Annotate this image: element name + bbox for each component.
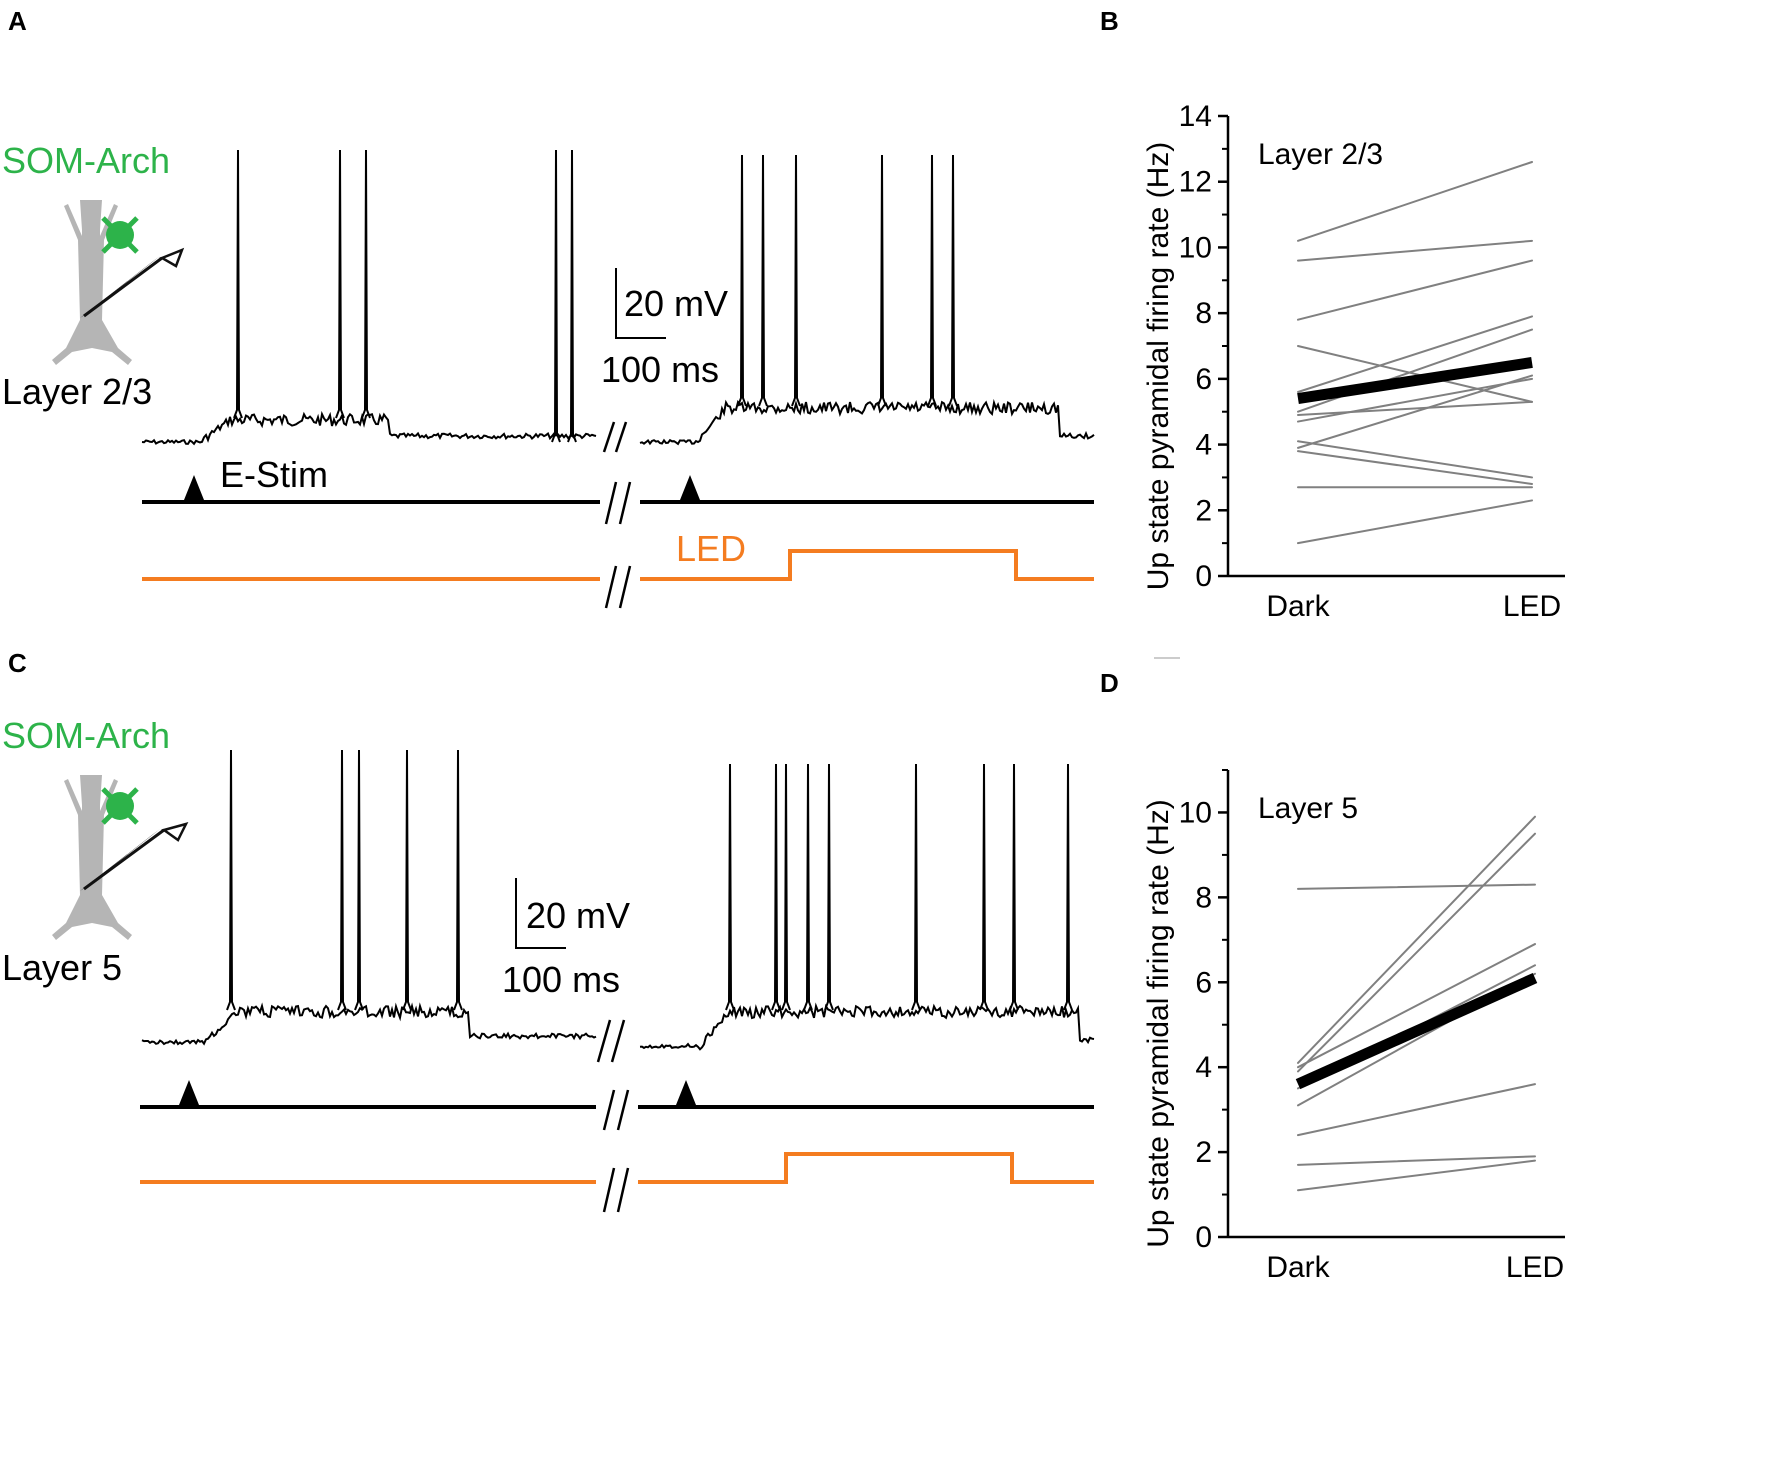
panel-a: A SOM-Arch Layer 2/3 20 mV 100 ms [2, 6, 1095, 609]
x-category-label: LED [1506, 1251, 1564, 1284]
cell-series-line [1297, 374, 1533, 449]
y-tick-label: 14 [1179, 100, 1212, 133]
voltage-trace-dark-a [141, 149, 597, 446]
recording-electrode-icon [80, 247, 185, 318]
cell-series-line [1297, 161, 1533, 242]
mean-series-line [1297, 356, 1533, 405]
som-interneuron-icon [103, 789, 137, 823]
cell-series-line [1297, 440, 1533, 479]
y-tick-label: 8 [1195, 881, 1212, 914]
y-axis-label: Up state pyramidal firing rate (Hz) [1142, 799, 1175, 1247]
x-category-label: Dark [1266, 1251, 1330, 1284]
chart-title: Layer 2/3 [1258, 138, 1383, 171]
x-category-label: Dark [1266, 590, 1330, 623]
y-tick-label: 10 [1179, 231, 1212, 264]
y-tick-label: 4 [1195, 429, 1212, 462]
panel-c-letter: C [8, 648, 27, 678]
cell-series-line [1297, 832, 1536, 1073]
scale-time-c: 100 ms [502, 959, 620, 1000]
stim-line-c [140, 1080, 1094, 1109]
scale-time-a: 100 ms [601, 349, 719, 390]
cell-series-line [1297, 450, 1533, 485]
y-tick-label: 6 [1195, 966, 1212, 999]
panel-d-letter: D [1100, 668, 1119, 698]
cell-series-line [1297, 1155, 1536, 1166]
recording-electrode-icon [80, 822, 189, 891]
stim-marker [184, 475, 204, 500]
mean-series-line [1295, 973, 1538, 1090]
scale-bar-c: 20 mV 100 ms [502, 878, 630, 1000]
chart-title: Layer 5 [1258, 792, 1358, 825]
stim-marker [676, 1080, 696, 1105]
som-interneuron-icon [103, 218, 137, 252]
led-line-c [140, 1152, 1094, 1184]
stim-marker [680, 475, 700, 500]
scale-bar-a: 20 mV 100 ms [601, 268, 728, 390]
cell-series-line [1297, 345, 1533, 403]
construct-label-a: SOM-Arch [2, 140, 170, 181]
y-tick-label: 0 [1195, 560, 1212, 593]
led-line-a: LED [142, 528, 1094, 581]
cell-series-line [1297, 315, 1533, 393]
panel-a-letter: A [8, 6, 27, 36]
cell-series-line [1297, 377, 1533, 423]
layer-label-a: Layer 2/3 [2, 371, 152, 412]
y-axis-label: Up state pyramidal firing rate (Hz) [1142, 142, 1175, 590]
voltage-trace-dark-c [141, 749, 597, 1046]
stim-label: E-Stim [220, 454, 328, 495]
led-label: LED [676, 528, 746, 569]
scale-voltage-a: 20 mV [624, 283, 728, 324]
cell-series-line [1297, 815, 1536, 1064]
y-tick-label: 2 [1195, 494, 1212, 527]
voltage-trace-led-a [639, 154, 1095, 446]
x-category-label: LED [1503, 590, 1561, 623]
cell-series-line [1297, 499, 1533, 545]
cell-series-line [1297, 1083, 1536, 1137]
stim-marker [179, 1080, 199, 1105]
y-tick-label: 8 [1195, 297, 1212, 330]
construct-label-c: SOM-Arch [2, 715, 170, 756]
y-tick-label: 0 [1195, 1221, 1212, 1254]
cell-series-line [1297, 943, 1536, 1069]
cell-series-line [1297, 1159, 1536, 1192]
y-tick-label: 12 [1179, 166, 1212, 199]
cell-series-line [1297, 259, 1533, 321]
y-tick-label: 6 [1195, 363, 1212, 396]
cell-series-line [1297, 239, 1533, 262]
y-tick-label: 4 [1195, 1051, 1212, 1084]
voltage-trace-led-c [639, 763, 1095, 1051]
layer-label-c: Layer 5 [2, 947, 122, 988]
axis-break-c [596, 1019, 630, 1213]
cell-series-line [1297, 400, 1533, 416]
y-tick-label: 2 [1195, 1136, 1212, 1169]
panel-c: C SOM-Arch Layer 5 20 mV 100 ms [2, 648, 1095, 1213]
scale-voltage-c: 20 mV [526, 895, 630, 936]
y-tick-label: 10 [1179, 796, 1212, 829]
cell-series-line [1297, 883, 1536, 890]
axis-break-a [602, 421, 632, 609]
panel-b-letter: B [1100, 6, 1119, 36]
stim-line-a: E-Stim [142, 454, 1094, 504]
